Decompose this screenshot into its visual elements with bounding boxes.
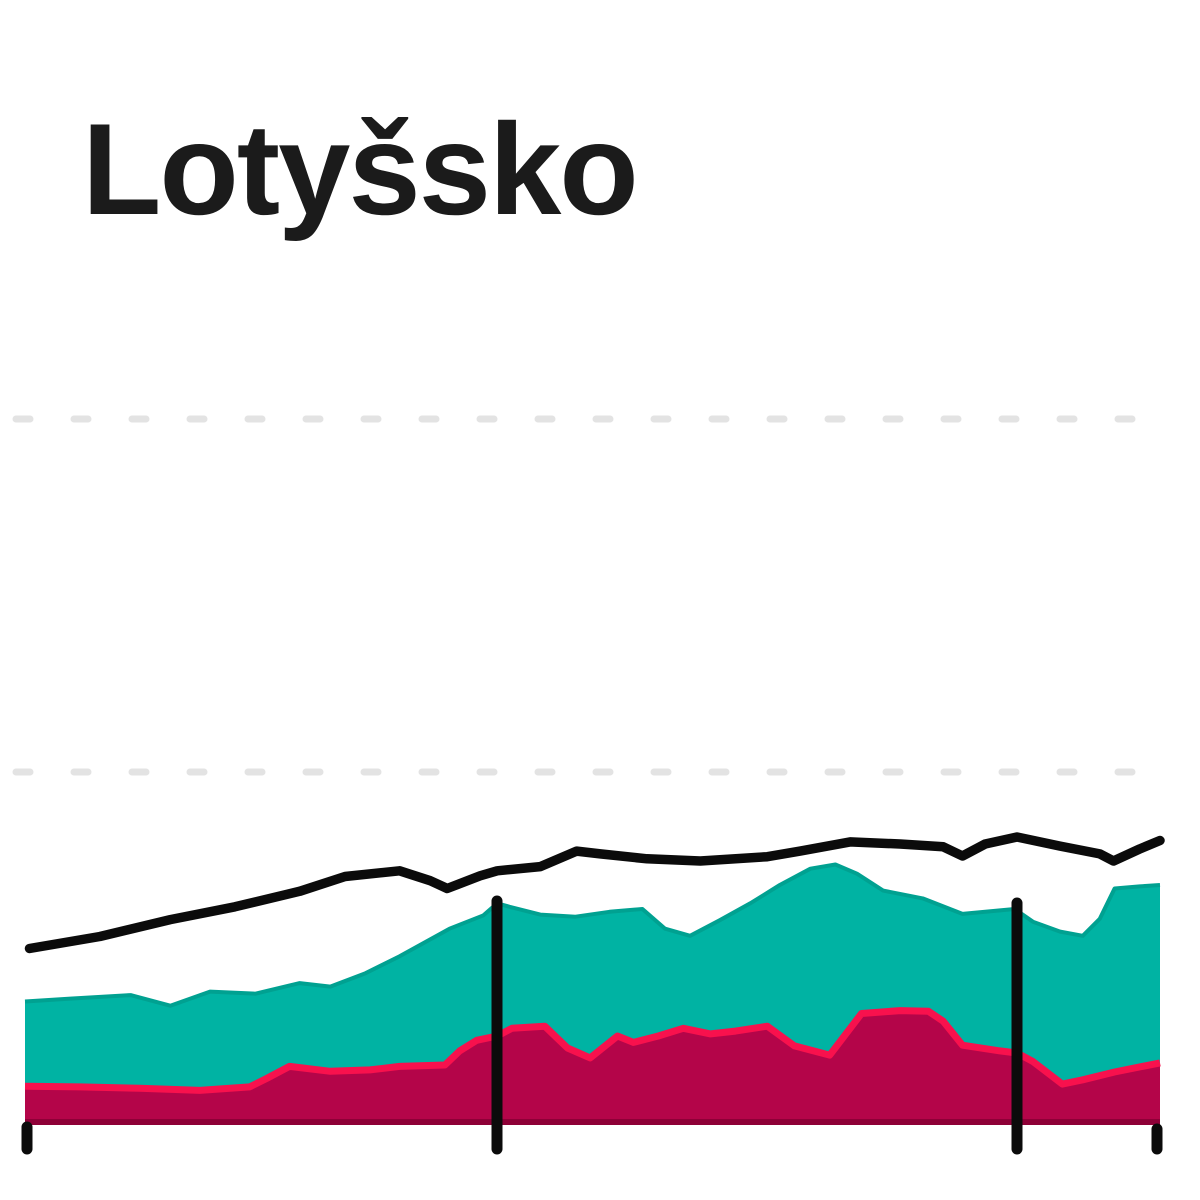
- chart-title: Lotyšsko: [82, 96, 639, 242]
